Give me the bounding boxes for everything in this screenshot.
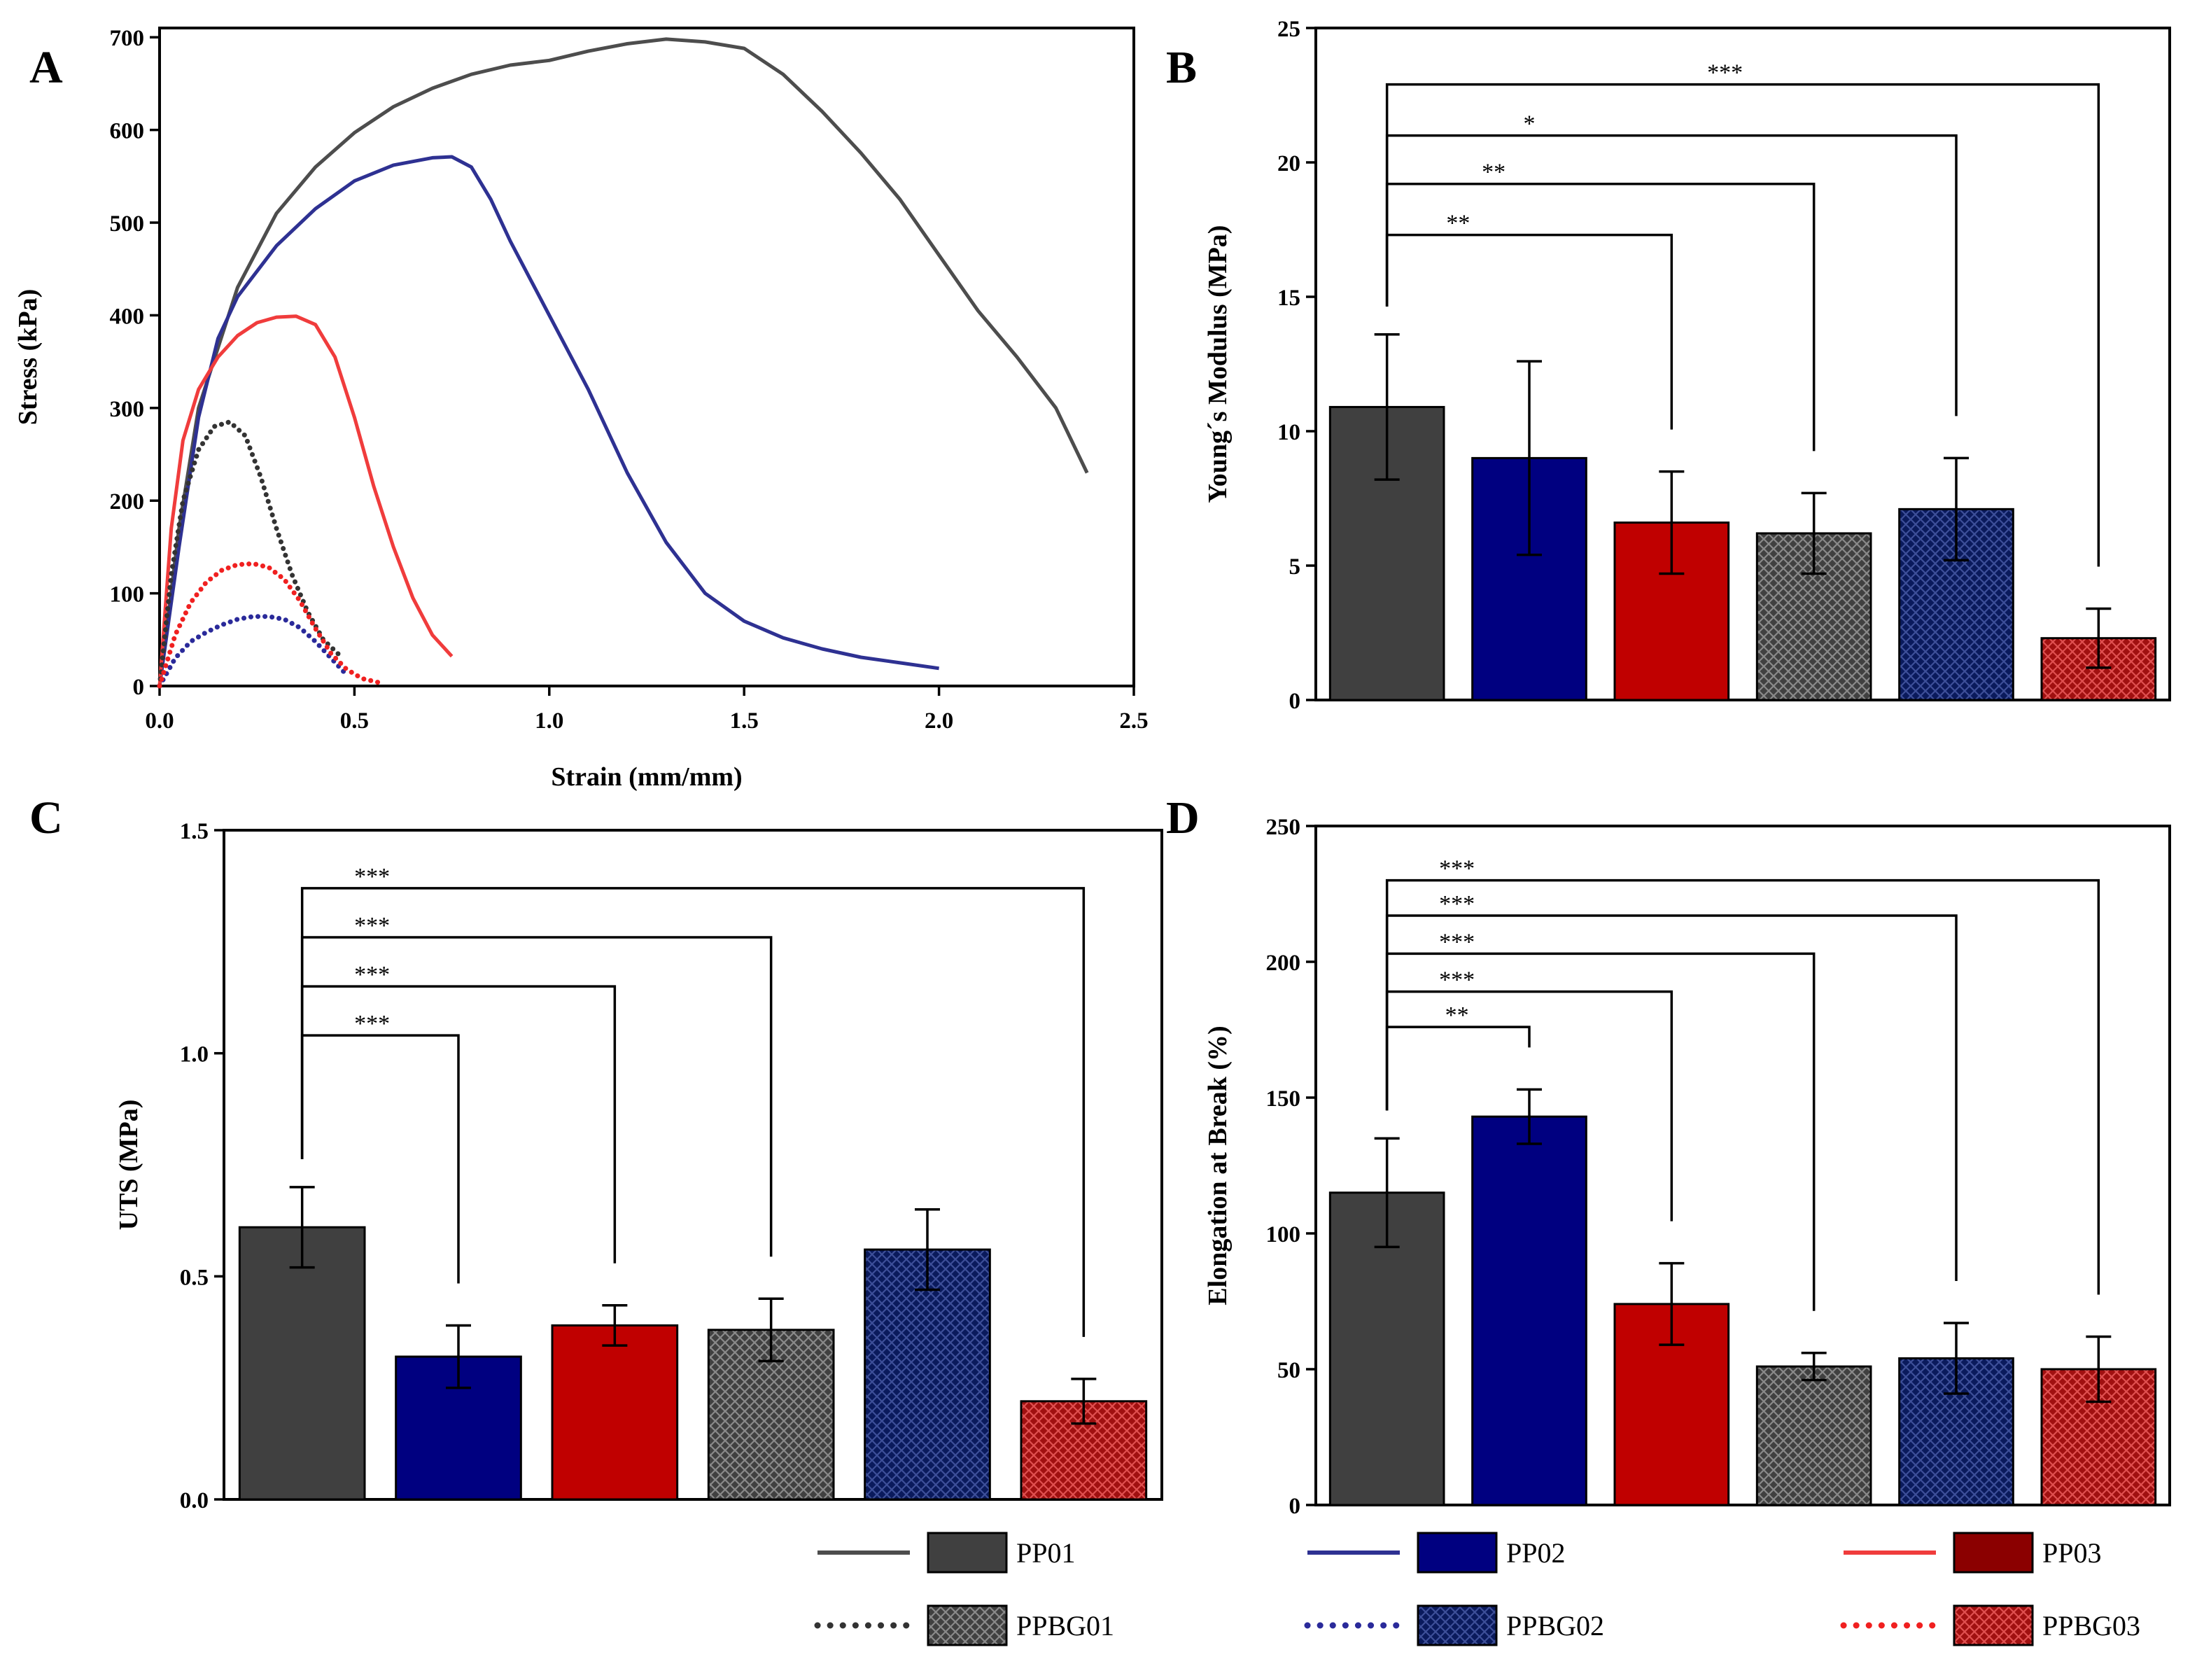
y-tick-label: 100 <box>110 582 145 608</box>
legend: PP01 PP02 PP03 PPBG01 PPBG02 PPBG03 <box>814 1532 2140 1646</box>
significance-label: * <box>1524 111 1536 137</box>
bar-pp02 <box>1471 1115 1587 1506</box>
x-tick-label: 1.0 <box>535 708 563 734</box>
x-tick-label: 2.0 <box>925 708 953 734</box>
y-tick-label: 300 <box>110 397 145 422</box>
y-tick-label: 0 <box>133 675 145 700</box>
series-line-pp03 <box>157 314 454 687</box>
y-tick-label: 200 <box>1266 951 1301 976</box>
bar-pp02 <box>395 1355 522 1501</box>
series-line-ppbg01 <box>157 419 346 689</box>
significance-label: *** <box>354 1011 390 1037</box>
y-tick-label: 1.0 <box>180 1042 209 1068</box>
legend-label-pp03: PP03 <box>2042 1537 2102 1569</box>
y-tick-label: 20 <box>1277 151 1300 176</box>
y-tick-label: 500 <box>110 211 145 237</box>
legend-label-ppbg02: PPBG02 <box>1506 1610 1604 1642</box>
y-tick-label: 5 <box>1289 554 1301 580</box>
legend-swatch-ppbg01 <box>927 1604 1008 1646</box>
significance-bracket <box>1385 1026 1531 1111</box>
significance-label: *** <box>1439 891 1475 917</box>
significance-label: *** <box>1439 929 1475 955</box>
legend-label-pp01: PP01 <box>1016 1537 1076 1569</box>
y-tick-label: 0.5 <box>180 1265 209 1290</box>
significance-label: *** <box>1439 967 1475 993</box>
y-tick-label: 15 <box>1277 286 1300 311</box>
y-axis-title: UTS (MPa) <box>114 1100 143 1231</box>
y-tick-label: 50 <box>1277 1358 1300 1383</box>
x-tick-label: 0.5 <box>340 708 369 734</box>
significance-label: *** <box>1707 60 1743 86</box>
panel-label-a: A <box>29 42 63 93</box>
legend-label-ppbg03: PPBG03 <box>2042 1610 2140 1642</box>
significance-label: *** <box>354 864 390 890</box>
y-axis-title: Stress (kPa) <box>13 289 43 426</box>
y-tick-label: 0 <box>1289 689 1301 714</box>
y-tick-label: 25 <box>1277 17 1300 42</box>
legend-swatch-pp01 <box>927 1532 1008 1574</box>
chart-panel-c: 0.0 0.5 1.0 1.5 UTS (MPa) *** *** *** *** <box>114 819 1163 1513</box>
significance-label: ** <box>1482 160 1505 186</box>
y-tick-label: 0.0 <box>180 1488 209 1513</box>
chart-panel-a: 0.0 0.5 1.0 1.5 2.0 2.5 0 100 200 300 400 500 600 700… <box>13 26 1149 792</box>
y-tick-label: 10 <box>1277 420 1300 445</box>
legend-swatch-ppbg02 <box>1417 1604 1498 1646</box>
bar-ppbg02 <box>864 1248 991 1501</box>
series-line-pp02 <box>157 155 939 687</box>
series-line-ppbg03 <box>157 561 384 689</box>
bar-pp03 <box>551 1324 679 1501</box>
legend-label-pp02: PP02 <box>1506 1537 1566 1569</box>
legend-swatch-pp02 <box>1417 1532 1498 1574</box>
panel-label-b: B <box>1166 42 1197 93</box>
significance-label: *** <box>354 962 390 988</box>
x-axis-title: Strain (mm/mm) <box>551 762 742 792</box>
y-axis-title: Young´s Modulus (MPa) <box>1203 225 1233 503</box>
y-tick-label: 250 <box>1266 815 1301 840</box>
y-tick-label: 400 <box>110 304 145 329</box>
x-tick-label: 2.5 <box>1119 708 1148 734</box>
legend-label-ppbg01: PPBG01 <box>1016 1610 1114 1642</box>
significance-bracket <box>300 887 1086 1337</box>
x-tick-label: 1.5 <box>730 708 759 734</box>
y-tick-label: 0 <box>1289 1494 1301 1519</box>
y-tick-label: 150 <box>1266 1086 1301 1112</box>
significance-label: *** <box>1439 856 1475 882</box>
axes-frame-c <box>223 829 1163 1501</box>
series-line-pp01 <box>157 37 1089 687</box>
legend-swatch-pp03 <box>1953 1532 2034 1574</box>
y-tick-label: 200 <box>110 489 145 514</box>
bar-pp01 <box>238 1226 366 1501</box>
series-line-ppbg02 <box>157 614 349 689</box>
axes-frame-b <box>1314 27 2171 701</box>
x-tick-label: 0.0 <box>145 708 174 734</box>
axes-frame-a <box>158 27 1135 687</box>
significance-label: *** <box>354 913 390 939</box>
y-tick-label: 700 <box>110 26 145 51</box>
y-tick-label: 1.5 <box>180 819 209 844</box>
bar-ppbg01 <box>1755 1365 1872 1506</box>
significance-bracket <box>1385 83 2100 567</box>
panel-label-c: C <box>29 792 63 844</box>
significance-bracket <box>1385 878 2100 1295</box>
panel-label-d: D <box>1166 792 1200 844</box>
chart-panel-d: 0 50 100 150 200 250 Elongation at Break (%) **… <box>1203 815 2171 1519</box>
significance-label: ** <box>1445 1002 1469 1028</box>
significance-label: ** <box>1446 211 1470 237</box>
y-axis-title: Elongation at Break (%) <box>1203 1026 1233 1305</box>
legend-swatch-ppbg03 <box>1953 1604 2034 1646</box>
y-tick-label: 100 <box>1266 1222 1301 1247</box>
axes-frame-d <box>1314 825 2171 1506</box>
y-tick-label: 600 <box>110 119 145 144</box>
